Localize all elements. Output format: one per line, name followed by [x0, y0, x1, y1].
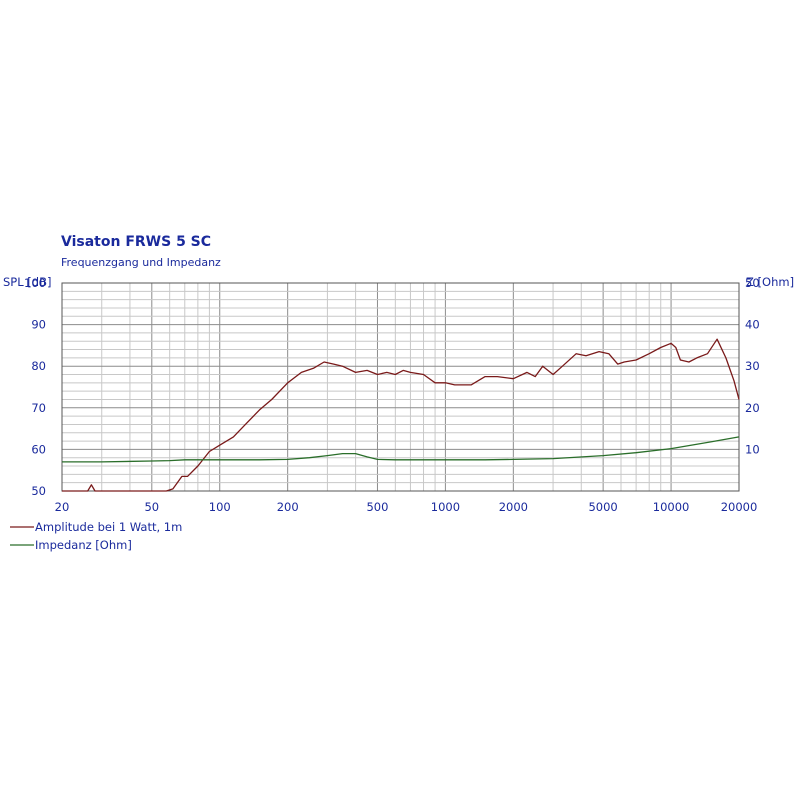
grid: [62, 283, 739, 491]
x-tick-label: 2000: [499, 500, 528, 514]
chart-title: Visaton FRWS 5 SC: [61, 234, 211, 250]
y-left-tick-label: 90: [31, 318, 46, 332]
chart-subtitle: Frequenzgang und Impedanz: [61, 256, 221, 269]
x-tick-label: 20: [55, 500, 70, 514]
y-right-tick-label: 30: [745, 359, 760, 373]
x-tick-label: 100: [209, 500, 231, 514]
plot-frame: [61, 282, 740, 492]
y-left-tick-label: 100: [24, 276, 46, 290]
y-right-tick-label: 50: [745, 276, 760, 290]
legend-label-impedance: Impedanz [Ohm]: [35, 538, 132, 552]
legend-label-amplitude: Amplitude bei 1 Watt, 1m: [35, 520, 182, 534]
x-tick-label: 10000: [653, 500, 690, 514]
y-right-tick-label: 10: [745, 442, 760, 456]
x-tick-label: 50: [144, 500, 159, 514]
x-tick-label: 1000: [431, 500, 460, 514]
y-axis-left-label: SPL [dB]: [3, 275, 51, 289]
y-right-tick-label: 20: [745, 401, 760, 415]
y-left-tick-label: 80: [31, 359, 46, 373]
y-right-tick-label: 40: [745, 318, 760, 332]
x-tick-label: 500: [366, 500, 388, 514]
series-group: [62, 338, 740, 492]
impedance-series-line: [62, 436, 740, 463]
x-tick-label: 20000: [721, 500, 758, 514]
legend: Amplitude bei 1 Watt, 1m Impedanz [Ohm]: [10, 520, 182, 552]
amplitude-series-line: [62, 338, 740, 492]
x-tick-label: 200: [277, 500, 299, 514]
y-axis-right-label: Z [Ohm]: [746, 275, 794, 289]
y-left-tick-label: 60: [31, 442, 46, 456]
x-tick-label: 5000: [588, 500, 617, 514]
y-left-tick-label: 50: [31, 484, 46, 498]
y-left-tick-label: 70: [31, 401, 46, 415]
tick-labels: 20 50 100 200 500 1000 2000 5000 10000 20000 50 60 7…: [24, 276, 760, 514]
